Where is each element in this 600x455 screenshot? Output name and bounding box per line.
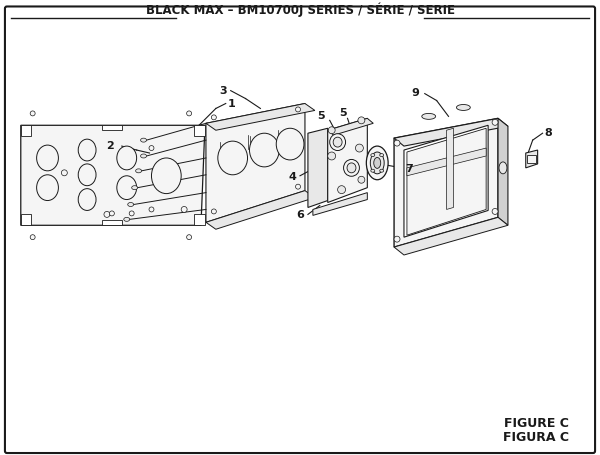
Ellipse shape — [355, 144, 364, 152]
Ellipse shape — [358, 117, 365, 124]
Ellipse shape — [328, 127, 335, 134]
Polygon shape — [313, 192, 367, 215]
Ellipse shape — [380, 154, 383, 157]
Polygon shape — [308, 128, 328, 207]
Ellipse shape — [328, 152, 335, 160]
Polygon shape — [102, 125, 122, 130]
Ellipse shape — [187, 111, 191, 116]
Text: 4: 4 — [288, 172, 296, 182]
Ellipse shape — [151, 158, 181, 194]
Ellipse shape — [457, 105, 470, 111]
Polygon shape — [407, 148, 486, 176]
Text: FIGURA C: FIGURA C — [503, 431, 569, 444]
Ellipse shape — [380, 169, 383, 172]
Ellipse shape — [218, 141, 248, 175]
Ellipse shape — [211, 209, 217, 214]
Polygon shape — [194, 214, 205, 225]
Text: 5: 5 — [339, 108, 347, 118]
Ellipse shape — [333, 137, 342, 147]
Polygon shape — [404, 125, 488, 237]
Polygon shape — [328, 118, 367, 202]
Text: 8: 8 — [545, 128, 553, 138]
Ellipse shape — [131, 186, 137, 190]
Ellipse shape — [330, 134, 346, 151]
Text: 9: 9 — [411, 88, 419, 98]
Ellipse shape — [181, 207, 187, 212]
Polygon shape — [394, 118, 498, 247]
Text: FIGURE C: FIGURE C — [505, 417, 569, 430]
Ellipse shape — [37, 145, 58, 171]
Ellipse shape — [140, 154, 146, 158]
Ellipse shape — [296, 107, 301, 112]
Ellipse shape — [422, 113, 436, 119]
Ellipse shape — [117, 176, 137, 200]
Ellipse shape — [250, 133, 279, 167]
Polygon shape — [206, 103, 305, 222]
Ellipse shape — [129, 211, 134, 216]
Ellipse shape — [124, 217, 130, 221]
Ellipse shape — [78, 164, 96, 186]
Polygon shape — [394, 118, 508, 146]
Ellipse shape — [338, 186, 346, 194]
Polygon shape — [328, 118, 373, 135]
Ellipse shape — [104, 212, 110, 217]
Ellipse shape — [371, 154, 375, 157]
Polygon shape — [526, 150, 538, 168]
Ellipse shape — [136, 169, 142, 173]
Polygon shape — [394, 217, 508, 255]
Ellipse shape — [367, 146, 388, 180]
Ellipse shape — [187, 235, 191, 240]
Polygon shape — [102, 220, 122, 225]
Ellipse shape — [140, 138, 146, 142]
Polygon shape — [21, 214, 31, 225]
Ellipse shape — [374, 157, 380, 168]
FancyBboxPatch shape — [5, 6, 595, 453]
Ellipse shape — [370, 152, 384, 174]
Ellipse shape — [117, 146, 137, 170]
Text: 7: 7 — [405, 164, 413, 174]
Polygon shape — [206, 103, 315, 130]
Ellipse shape — [61, 170, 67, 176]
Ellipse shape — [128, 202, 134, 207]
Ellipse shape — [149, 207, 154, 212]
Ellipse shape — [78, 189, 96, 210]
Ellipse shape — [78, 139, 96, 161]
Ellipse shape — [358, 176, 365, 183]
Ellipse shape — [37, 175, 58, 201]
Ellipse shape — [30, 111, 35, 116]
Ellipse shape — [211, 115, 217, 120]
Ellipse shape — [492, 208, 498, 214]
Ellipse shape — [30, 235, 35, 240]
Ellipse shape — [344, 159, 359, 176]
Polygon shape — [194, 125, 205, 136]
Text: BLACK MAX – BM10700J SERIES / SÉRIE / SERIE: BLACK MAX – BM10700J SERIES / SÉRIE / SE… — [146, 3, 455, 17]
Polygon shape — [21, 125, 205, 225]
Ellipse shape — [394, 140, 400, 146]
Ellipse shape — [347, 163, 356, 173]
Text: 2: 2 — [106, 141, 114, 151]
Text: 3: 3 — [219, 86, 227, 96]
Ellipse shape — [499, 162, 507, 174]
Ellipse shape — [109, 211, 115, 216]
Polygon shape — [446, 128, 454, 209]
Ellipse shape — [492, 119, 498, 125]
Ellipse shape — [394, 236, 400, 242]
Bar — [527, 155, 536, 163]
Ellipse shape — [149, 146, 154, 151]
Polygon shape — [206, 191, 315, 229]
Ellipse shape — [371, 169, 375, 172]
Text: 1: 1 — [228, 98, 235, 108]
Polygon shape — [498, 118, 508, 225]
Polygon shape — [21, 125, 31, 136]
Ellipse shape — [296, 184, 301, 189]
Text: 5: 5 — [317, 111, 325, 121]
Ellipse shape — [276, 128, 304, 160]
Polygon shape — [407, 128, 486, 235]
Text: 6: 6 — [296, 210, 304, 220]
